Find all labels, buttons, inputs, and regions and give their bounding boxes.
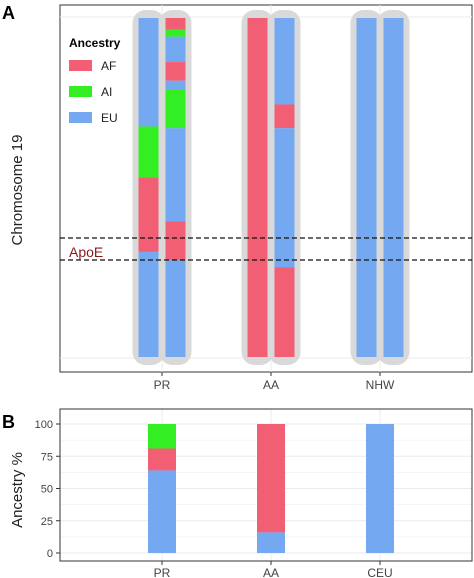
panel-b-y-axis: 0 25 50 75 100 xyxy=(35,419,60,560)
segment-pr-hap1-3-eu xyxy=(138,251,159,357)
apoe-region: ApoE xyxy=(60,237,472,261)
panel-b-x-axis: PR AA CEU xyxy=(154,561,393,578)
panel-b-bars xyxy=(148,424,394,553)
segment-pr-hap1-2-af xyxy=(138,177,159,252)
segment-aa-hap2-2-eu xyxy=(274,128,295,268)
panel-a-x-axis: PR AA NHW xyxy=(154,372,395,392)
legend: Ancestry AF AI EU xyxy=(69,36,121,125)
bar-pr-af xyxy=(148,448,176,471)
legend-swatch-eu xyxy=(69,112,92,123)
panel-a-chromosomes xyxy=(132,10,410,365)
panel-a-ylabel: Chromosome 19 xyxy=(9,135,26,246)
apoe-label: ApoE xyxy=(69,244,103,260)
panel-b-ytick-0: 0 xyxy=(47,548,53,560)
segment-nhw-hap2-0-eu xyxy=(383,18,404,357)
segment-aa-hap1-0-af xyxy=(247,18,268,357)
legend-label-ai: AI xyxy=(101,85,112,99)
bar-ceu-eu xyxy=(366,424,394,553)
panel-b-ytick-50: 50 xyxy=(41,484,53,496)
segment-aa-hap2-3-af xyxy=(274,267,295,357)
bar-pr-ai xyxy=(148,424,176,449)
panel-b-frame xyxy=(59,408,473,562)
panel-b-ytick-25: 25 xyxy=(41,516,53,528)
legend-label-af: AF xyxy=(101,59,116,73)
panel-b-xtick-ceu: CEU xyxy=(367,566,392,578)
segment-pr-hap2-4-eu xyxy=(165,80,186,90)
legend-title: Ancestry xyxy=(69,36,121,50)
panel-b-xtick-pr: PR xyxy=(154,566,171,578)
segment-pr-hap2-2-eu xyxy=(165,36,186,63)
panel-b-xtick-aa: AA xyxy=(263,566,279,578)
legend-swatch-ai xyxy=(69,86,92,97)
segment-aa-hap2-0-eu xyxy=(274,18,295,105)
segment-pr-hap1-0-eu xyxy=(138,18,159,127)
bar-pr-eu xyxy=(148,470,176,553)
panel-b-ytick-100: 100 xyxy=(35,419,53,431)
panel-a-xtick-nhw: NHW xyxy=(366,378,395,392)
panel-a-xtick-aa: AA xyxy=(263,378,279,392)
segment-pr-hap2-7-af xyxy=(165,221,186,261)
segment-pr-hap2-0-af xyxy=(165,18,186,30)
panel-b-ytick-75: 75 xyxy=(41,451,53,463)
segment-pr-hap2-6-eu xyxy=(165,128,186,222)
panel-b-ylabel: Ancestry % xyxy=(9,452,26,528)
panel-b-label: B xyxy=(2,412,15,432)
bar-aa-eu xyxy=(257,532,285,553)
legend-swatch-af xyxy=(69,60,92,71)
segment-pr-hap2-5-ai xyxy=(165,89,186,129)
segment-nhw-hap1-0-eu xyxy=(356,18,377,357)
panel-a-xtick-pr: PR xyxy=(154,378,171,392)
segment-pr-hap2-8-eu xyxy=(165,260,186,357)
segment-aa-hap2-1-af xyxy=(274,104,295,129)
segment-pr-hap1-1-ai xyxy=(138,126,159,178)
segment-pr-hap2-1-ai xyxy=(165,29,186,37)
legend-label-eu: EU xyxy=(101,111,118,125)
bar-aa-af xyxy=(257,424,285,533)
panel-a-label: A xyxy=(2,3,15,23)
segment-pr-hap2-3-af xyxy=(165,62,186,81)
